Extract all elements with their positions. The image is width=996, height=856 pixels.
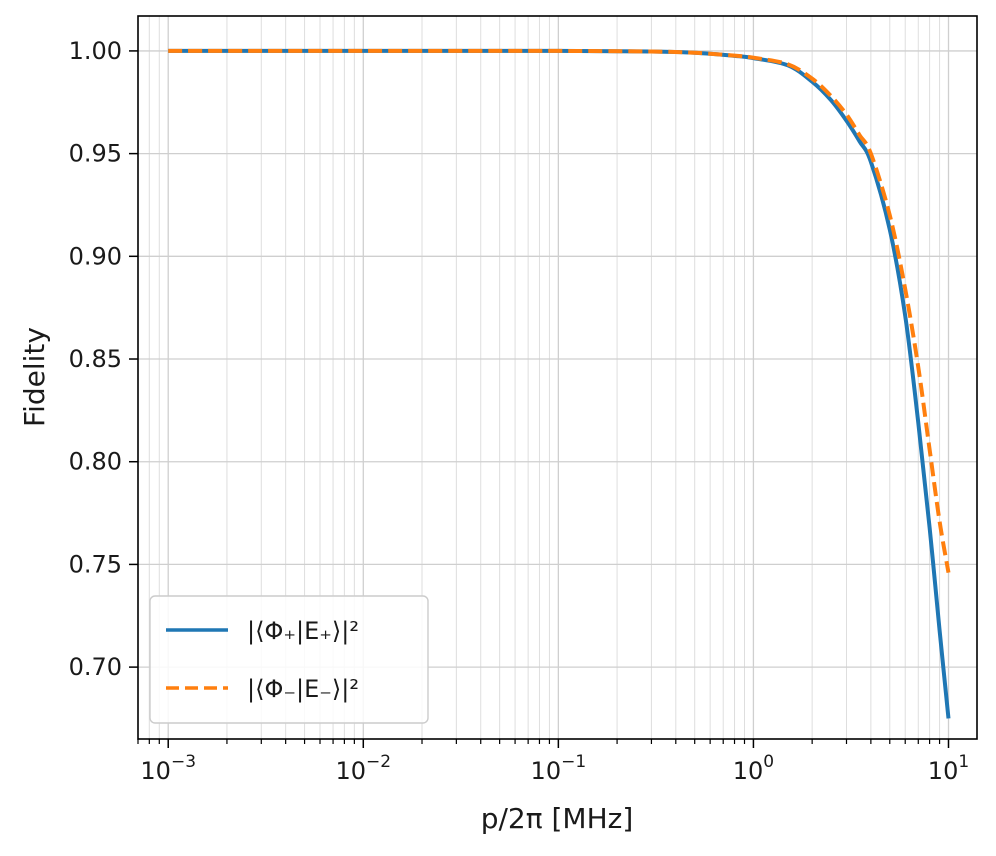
x-tick-labels: 10−3 10−2 10−1 100 101 [140,752,969,785]
x-tick-label: 100 [733,752,774,785]
y-tick-label: 0.95 [69,140,122,168]
x-tick-label: 10−1 [531,752,587,785]
legend-label-phi-minus: |⟨Φ₋|E₋⟩|² [247,675,359,703]
y-tick-label: 0.85 [69,345,122,373]
x-tick-label: 101 [928,752,969,785]
x-axis-label: p/2π [MHz] [481,802,634,835]
grid [137,16,977,739]
plot-frame [137,15,978,740]
y-tick-label: 0.80 [69,448,122,476]
y-tick-label: 0.75 [69,550,122,578]
axis-ticks [129,50,950,748]
series-line-phi-minus [168,48,951,573]
y-tick-label: 0.90 [69,242,122,270]
y-axis-label: Fidelity [18,327,51,427]
y-tick-labels: 0.70 0.75 0.80 0.85 0.90 0.95 1.00 [69,37,122,681]
legend-box [149,595,429,724]
legend: |⟨Φ₊|E₊⟩|² |⟨Φ₋|E₋⟩|² [149,595,429,724]
y-tick-label: 0.70 [69,653,122,681]
y-tick-label: 1.00 [69,37,122,65]
x-tick-label: 10−3 [140,752,196,785]
x-tick-label: 10−2 [335,752,391,785]
legend-label-phi-plus: |⟨Φ₊|E₊⟩|² [247,617,359,645]
plot-series [168,48,951,719]
